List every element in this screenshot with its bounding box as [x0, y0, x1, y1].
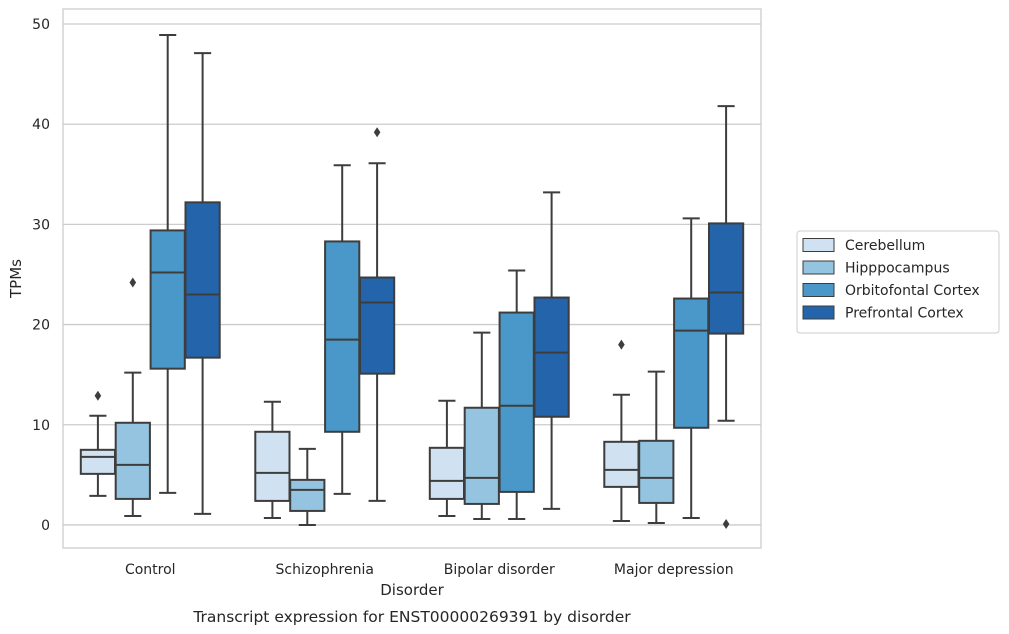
box-item: [638, 370, 675, 524]
box-item: [114, 277, 151, 517]
y-tick-label: 30: [32, 217, 50, 233]
legend-item: Hipppocampus: [802, 260, 950, 277]
legend-item: Orbitofontal Cortex: [802, 283, 980, 299]
legend-swatch: [802, 260, 835, 275]
x-tick-label: Control: [125, 562, 176, 578]
legend-item: Cerebellum: [802, 238, 925, 254]
outlier-point: [618, 339, 625, 350]
outlier-point: [94, 390, 102, 401]
box-iqr: [533, 296, 570, 418]
legend-label: Prefrontal Cortex: [845, 306, 964, 322]
y-tick-label: 40: [32, 117, 50, 133]
y-tick-labels: 0 10 20 30 40 50: [32, 17, 50, 534]
box-iqr: [254, 430, 291, 502]
box-iqr: [114, 421, 151, 500]
x-tick-label: Schizophrenia: [276, 562, 374, 578]
box-iqr: [673, 297, 710, 429]
y-tick-label: 10: [32, 418, 50, 434]
x-axis-title: Disorder: [380, 581, 444, 599]
plot-frame: [62, 8, 762, 549]
outlier-point: [373, 127, 381, 138]
x-tick-labels: Control Schizophrenia Bipolar disorder Majo…: [125, 562, 734, 578]
legend-swatch: [802, 283, 835, 297]
outlier-point: [722, 518, 730, 529]
box-item: [673, 217, 710, 519]
box-iqr: [324, 240, 361, 433]
legend-label: Cerebellum: [845, 238, 925, 254]
box-item: [184, 52, 221, 515]
x-tick-label: Major depression: [614, 562, 734, 578]
series-group: [79, 339, 640, 522]
box-iqr: [289, 478, 326, 512]
chart-caption: Transcript expression for ENST0000026939…: [192, 608, 631, 626]
box-item: [603, 339, 640, 522]
box-iqr: [149, 229, 186, 370]
box-iqr: [79, 448, 117, 475]
legend-frame: [796, 230, 1000, 334]
box-item: [428, 399, 466, 517]
series-group: [184, 52, 745, 529]
y-axis-title: TPMs: [7, 259, 25, 299]
box-item: [254, 400, 291, 519]
box-item: [324, 164, 361, 495]
box-iqr: [498, 311, 535, 493]
box-iqr: [184, 201, 221, 359]
y-tick-label: 20: [32, 318, 50, 334]
box-iqr: [428, 446, 466, 500]
legend-label: Hipppocampus: [845, 261, 950, 277]
legend: Cerebellum Hipppocampus Orbitofontal Corte…: [796, 230, 1000, 334]
legend-swatch: [802, 305, 835, 320]
legend-label: Orbitofontal Cortex: [845, 283, 980, 299]
box-iqr: [358, 276, 396, 375]
series-group: [114, 277, 675, 526]
box-item: [533, 191, 570, 510]
legend-swatch: [802, 238, 835, 252]
box-iqr: [707, 222, 745, 335]
box-item: [707, 105, 745, 529]
box-series: [79, 34, 745, 529]
box-iqr: [638, 439, 675, 504]
box-iqr: [463, 406, 500, 505]
outlier-point: [129, 277, 137, 288]
box-iqr: [603, 440, 640, 488]
box-item: [358, 127, 396, 502]
legend-item: Prefrontal Cortex: [802, 305, 964, 322]
box-item: [289, 447, 326, 526]
y-tick-label: 0: [41, 518, 50, 534]
box-item: [463, 331, 500, 520]
x-tick-label: Bipolar disorder: [444, 562, 555, 578]
y-tick-label: 50: [32, 17, 50, 33]
